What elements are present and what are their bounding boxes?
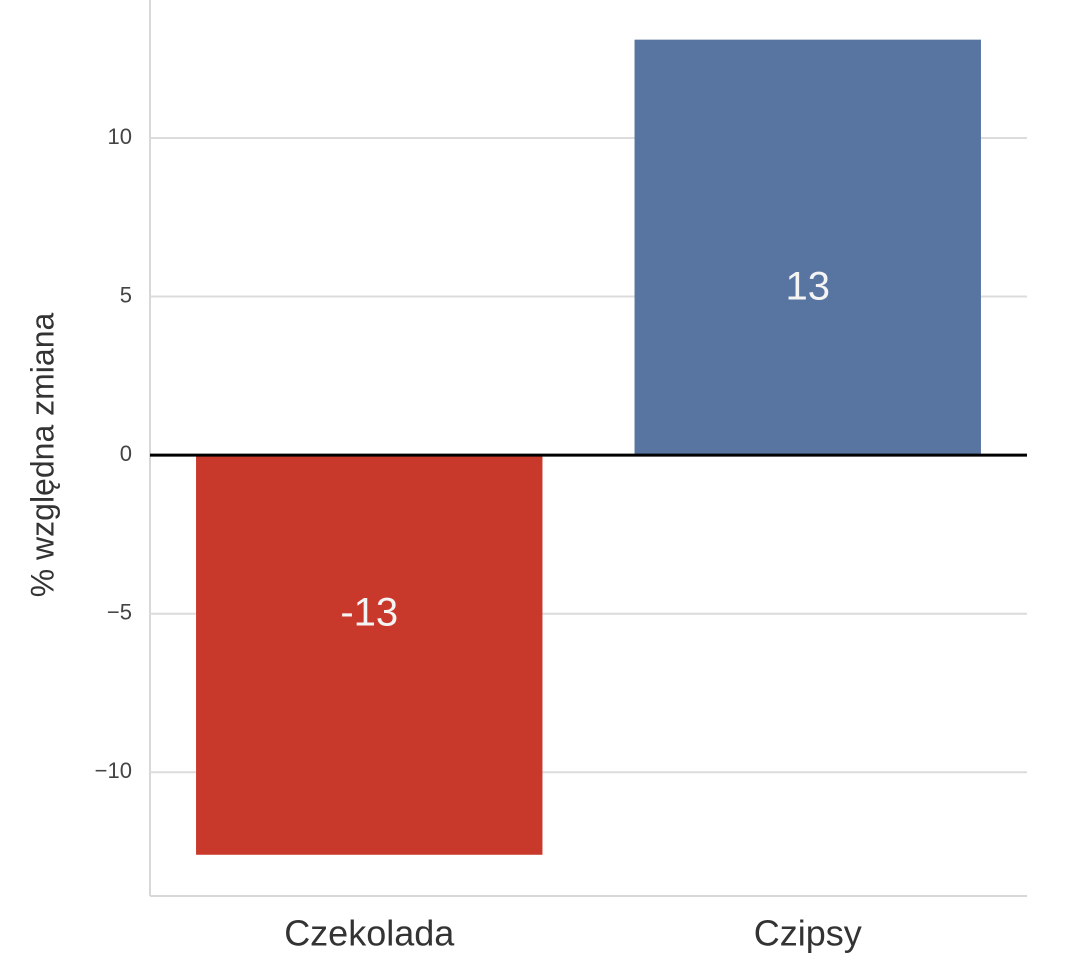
y-tick-label: 10	[108, 124, 132, 149]
y-tick-label: −10	[95, 758, 132, 783]
x-tick-label: Czekolada	[284, 913, 455, 954]
y-tick-label: 0	[120, 441, 132, 466]
bar	[196, 455, 543, 855]
y-tick-label: −5	[107, 600, 132, 625]
y-axis-label: % względna zmiana	[24, 313, 60, 598]
value-label: 13	[786, 265, 831, 309]
y-tick-label: 5	[120, 282, 132, 307]
x-tick-label: Czipsy	[754, 913, 862, 954]
value-label: -13	[340, 591, 398, 635]
bar	[634, 39, 981, 456]
